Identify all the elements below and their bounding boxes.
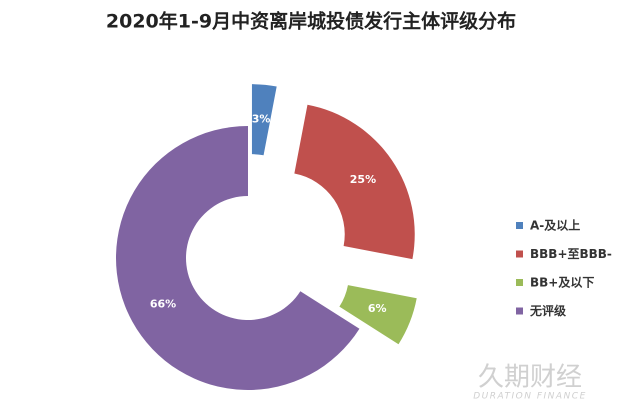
legend-label: A-及以上 xyxy=(530,218,580,233)
donut-segment xyxy=(251,84,277,156)
legend-label: BB+及以下 xyxy=(530,276,594,290)
legend-swatch xyxy=(516,279,523,286)
data-label: 3% xyxy=(252,113,271,126)
watermark-name: 久期财经 xyxy=(478,363,582,393)
legend-swatch xyxy=(516,307,523,315)
watermark-subtitle: DURATION FINANCE xyxy=(473,392,587,402)
data-label: 6% xyxy=(368,302,387,315)
data-label: 25% xyxy=(350,173,376,186)
donut-segment xyxy=(115,126,360,391)
legend-label: BBB+至BBB- xyxy=(530,247,612,261)
donut-segment xyxy=(339,285,417,345)
data-label: 66% xyxy=(150,298,176,311)
legend-swatch xyxy=(516,250,523,258)
legend-swatch xyxy=(516,222,523,229)
chart-title: 2020年1-9月中资离岸城投债发行主体评级分布 xyxy=(106,10,516,33)
legend-label: 无评级 xyxy=(529,303,566,318)
donut-segment xyxy=(294,104,415,260)
